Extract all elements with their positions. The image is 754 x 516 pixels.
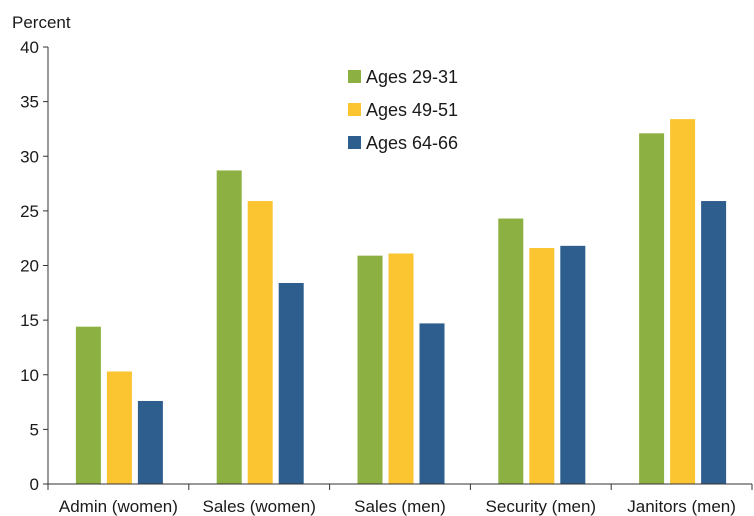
axes (47, 47, 752, 485)
x-tick-label: Sales (women) (203, 497, 316, 516)
bar (388, 253, 414, 484)
y-axis-label: Percent (12, 13, 71, 32)
y-tick-label: 30 (20, 147, 39, 166)
y-tick-label: 25 (20, 202, 39, 221)
legend-label: Ages 49-51 (366, 100, 458, 120)
legend-swatch (348, 136, 361, 149)
legend-swatch (348, 103, 361, 116)
bar (639, 133, 665, 484)
legend-swatch (348, 70, 361, 83)
y-tick-label: 0 (30, 475, 39, 494)
bar (357, 255, 383, 484)
bar (560, 245, 586, 484)
x-axis-ticks: Admin (women) Sales (women) Sales (men) Sec… (47, 484, 753, 516)
x-tick-label: Sales (men) (354, 497, 446, 516)
y-tick-label: 15 (20, 311, 39, 330)
legend-label: Ages 29-31 (366, 67, 458, 87)
bar (529, 248, 555, 484)
y-tick-label: 40 (20, 38, 39, 57)
y-tick-label: 20 (20, 257, 39, 276)
bar (701, 201, 727, 485)
x-tick-label: Janitors (men) (627, 497, 736, 516)
bar (106, 371, 132, 484)
legend-label: Ages 64-66 (366, 133, 458, 153)
y-tick-label: 10 (20, 366, 39, 385)
x-tick-label: Admin (women) (59, 497, 178, 516)
bar (670, 119, 696, 484)
bar (75, 326, 101, 484)
bar (278, 282, 304, 484)
legend: Ages 29-31 Ages 49-51 Ages 64-66 (348, 67, 458, 153)
y-tick-label: 5 (30, 420, 39, 439)
bar (137, 400, 163, 484)
bar (247, 201, 273, 485)
bars (75, 119, 727, 485)
bar (216, 170, 242, 484)
bar (419, 323, 445, 484)
bar (498, 218, 524, 484)
y-axis-ticks: 0 5 10 15 20 25 30 35 40 (20, 38, 48, 494)
y-tick-label: 35 (20, 93, 39, 112)
x-tick-label: Security (men) (486, 497, 597, 516)
